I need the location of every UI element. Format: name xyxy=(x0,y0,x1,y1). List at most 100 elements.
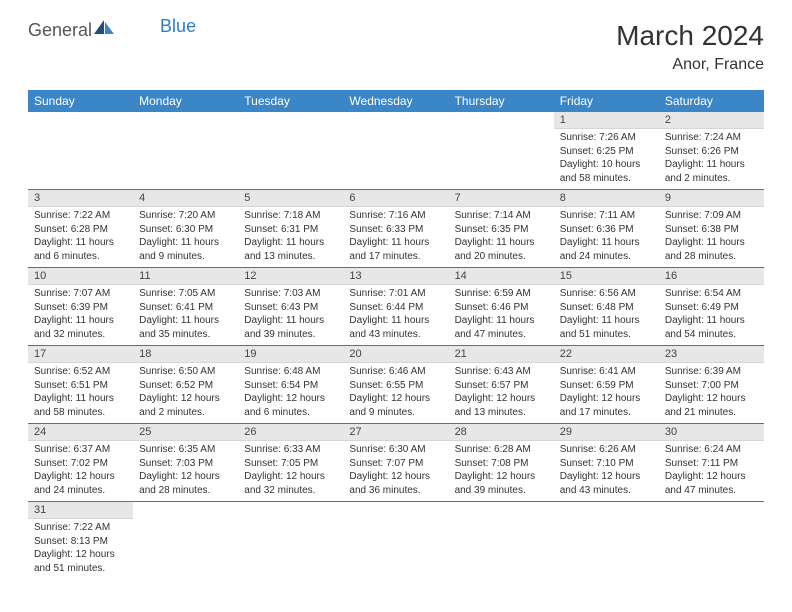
sunset-text: Sunset: 6:36 PM xyxy=(560,223,653,237)
logo-text-blue: Blue xyxy=(160,16,196,37)
sunrise-text: Sunrise: 7:22 AM xyxy=(34,521,127,535)
calendar-cell xyxy=(238,502,343,580)
calendar-cell: 2Sunrise: 7:24 AMSunset: 6:26 PMDaylight… xyxy=(659,112,764,190)
calendar-cell xyxy=(133,112,238,190)
sunrise-text: Sunrise: 7:22 AM xyxy=(34,209,127,223)
day-content: Sunrise: 7:05 AMSunset: 6:41 PMDaylight:… xyxy=(133,285,238,345)
calendar-cell: 20Sunrise: 6:46 AMSunset: 6:55 PMDayligh… xyxy=(343,346,448,424)
weekday-header-row: Sunday Monday Tuesday Wednesday Thursday… xyxy=(28,90,764,112)
daylight-text: Daylight: 11 hours and 32 minutes. xyxy=(34,314,127,341)
calendar-cell: 11Sunrise: 7:05 AMSunset: 6:41 PMDayligh… xyxy=(133,268,238,346)
title-block: March 2024 Anor, France xyxy=(616,20,764,74)
calendar-cell: 4Sunrise: 7:20 AMSunset: 6:30 PMDaylight… xyxy=(133,190,238,268)
daylight-text: Daylight: 12 hours and 24 minutes. xyxy=(34,470,127,497)
daylight-text: Daylight: 11 hours and 47 minutes. xyxy=(455,314,548,341)
day-number: 1 xyxy=(554,112,659,129)
calendar-cell: 17Sunrise: 6:52 AMSunset: 6:51 PMDayligh… xyxy=(28,346,133,424)
sunrise-text: Sunrise: 7:26 AM xyxy=(560,131,653,145)
day-content: Sunrise: 7:14 AMSunset: 6:35 PMDaylight:… xyxy=(449,207,554,267)
calendar-cell: 30Sunrise: 6:24 AMSunset: 7:11 PMDayligh… xyxy=(659,424,764,502)
weekday-friday: Friday xyxy=(554,90,659,112)
day-content: Sunrise: 7:11 AMSunset: 6:36 PMDaylight:… xyxy=(554,207,659,267)
calendar-body: 1Sunrise: 7:26 AMSunset: 6:25 PMDaylight… xyxy=(28,112,764,579)
day-number: 8 xyxy=(554,190,659,207)
day-number: 28 xyxy=(449,424,554,441)
day-number: 6 xyxy=(343,190,448,207)
day-number: 5 xyxy=(238,190,343,207)
day-number: 10 xyxy=(28,268,133,285)
day-content: Sunrise: 6:56 AMSunset: 6:48 PMDaylight:… xyxy=(554,285,659,345)
sunrise-text: Sunrise: 6:41 AM xyxy=(560,365,653,379)
sunset-text: Sunset: 7:10 PM xyxy=(560,457,653,471)
daylight-text: Daylight: 12 hours and 6 minutes. xyxy=(244,392,337,419)
day-content: Sunrise: 7:07 AMSunset: 6:39 PMDaylight:… xyxy=(28,285,133,345)
calendar-cell xyxy=(659,502,764,580)
daylight-text: Daylight: 12 hours and 43 minutes. xyxy=(560,470,653,497)
weekday-monday: Monday xyxy=(133,90,238,112)
calendar-cell: 27Sunrise: 6:30 AMSunset: 7:07 PMDayligh… xyxy=(343,424,448,502)
sunset-text: Sunset: 6:46 PM xyxy=(455,301,548,315)
day-content: Sunrise: 6:52 AMSunset: 6:51 PMDaylight:… xyxy=(28,363,133,423)
daylight-text: Daylight: 11 hours and 2 minutes. xyxy=(665,158,758,185)
daylight-text: Daylight: 11 hours and 28 minutes. xyxy=(665,236,758,263)
logo: General Blue xyxy=(28,20,196,41)
sunrise-text: Sunrise: 6:43 AM xyxy=(455,365,548,379)
day-content: Sunrise: 6:35 AMSunset: 7:03 PMDaylight:… xyxy=(133,441,238,501)
calendar-cell xyxy=(449,502,554,580)
calendar-cell: 18Sunrise: 6:50 AMSunset: 6:52 PMDayligh… xyxy=(133,346,238,424)
day-content: Sunrise: 6:37 AMSunset: 7:02 PMDaylight:… xyxy=(28,441,133,501)
day-number: 19 xyxy=(238,346,343,363)
daylight-text: Daylight: 11 hours and 43 minutes. xyxy=(349,314,442,341)
sunrise-text: Sunrise: 6:26 AM xyxy=(560,443,653,457)
calendar-table: Sunday Monday Tuesday Wednesday Thursday… xyxy=(28,90,764,579)
sunrise-text: Sunrise: 6:59 AM xyxy=(455,287,548,301)
daylight-text: Daylight: 12 hours and 21 minutes. xyxy=(665,392,758,419)
calendar-cell: 15Sunrise: 6:56 AMSunset: 6:48 PMDayligh… xyxy=(554,268,659,346)
sunset-text: Sunset: 6:49 PM xyxy=(665,301,758,315)
sunset-text: Sunset: 6:48 PM xyxy=(560,301,653,315)
day-content: Sunrise: 6:28 AMSunset: 7:08 PMDaylight:… xyxy=(449,441,554,501)
header: General Blue March 2024 Anor, France xyxy=(28,20,764,74)
sunset-text: Sunset: 7:02 PM xyxy=(34,457,127,471)
sunset-text: Sunset: 6:44 PM xyxy=(349,301,442,315)
day-content: Sunrise: 6:46 AMSunset: 6:55 PMDaylight:… xyxy=(343,363,448,423)
calendar-row: 24Sunrise: 6:37 AMSunset: 7:02 PMDayligh… xyxy=(28,424,764,502)
daylight-text: Daylight: 12 hours and 39 minutes. xyxy=(455,470,548,497)
sunset-text: Sunset: 6:31 PM xyxy=(244,223,337,237)
day-number: 23 xyxy=(659,346,764,363)
calendar-cell xyxy=(554,502,659,580)
sunrise-text: Sunrise: 6:30 AM xyxy=(349,443,442,457)
day-number: 25 xyxy=(133,424,238,441)
sunrise-text: Sunrise: 6:33 AM xyxy=(244,443,337,457)
day-number: 17 xyxy=(28,346,133,363)
location-label: Anor, France xyxy=(616,56,764,74)
day-number: 16 xyxy=(659,268,764,285)
daylight-text: Daylight: 11 hours and 54 minutes. xyxy=(665,314,758,341)
daylight-text: Daylight: 12 hours and 9 minutes. xyxy=(349,392,442,419)
calendar-cell: 3Sunrise: 7:22 AMSunset: 6:28 PMDaylight… xyxy=(28,190,133,268)
calendar-row: 1Sunrise: 7:26 AMSunset: 6:25 PMDaylight… xyxy=(28,112,764,190)
daylight-text: Daylight: 12 hours and 13 minutes. xyxy=(455,392,548,419)
sunset-text: Sunset: 6:30 PM xyxy=(139,223,232,237)
sunrise-text: Sunrise: 7:20 AM xyxy=(139,209,232,223)
calendar-cell: 7Sunrise: 7:14 AMSunset: 6:35 PMDaylight… xyxy=(449,190,554,268)
sunset-text: Sunset: 6:55 PM xyxy=(349,379,442,393)
calendar-row: 31Sunrise: 7:22 AMSunset: 8:13 PMDayligh… xyxy=(28,502,764,580)
calendar-cell: 6Sunrise: 7:16 AMSunset: 6:33 PMDaylight… xyxy=(343,190,448,268)
calendar-cell: 21Sunrise: 6:43 AMSunset: 6:57 PMDayligh… xyxy=(449,346,554,424)
day-number: 24 xyxy=(28,424,133,441)
calendar-cell: 13Sunrise: 7:01 AMSunset: 6:44 PMDayligh… xyxy=(343,268,448,346)
day-number: 3 xyxy=(28,190,133,207)
calendar-cell: 25Sunrise: 6:35 AMSunset: 7:03 PMDayligh… xyxy=(133,424,238,502)
daylight-text: Daylight: 12 hours and 32 minutes. xyxy=(244,470,337,497)
day-content: Sunrise: 6:24 AMSunset: 7:11 PMDaylight:… xyxy=(659,441,764,501)
calendar-cell: 22Sunrise: 6:41 AMSunset: 6:59 PMDayligh… xyxy=(554,346,659,424)
sunset-text: Sunset: 7:05 PM xyxy=(244,457,337,471)
sunset-text: Sunset: 6:26 PM xyxy=(665,145,758,159)
calendar-row: 17Sunrise: 6:52 AMSunset: 6:51 PMDayligh… xyxy=(28,346,764,424)
calendar-cell: 10Sunrise: 7:07 AMSunset: 6:39 PMDayligh… xyxy=(28,268,133,346)
daylight-text: Daylight: 10 hours and 58 minutes. xyxy=(560,158,653,185)
day-number: 27 xyxy=(343,424,448,441)
logo-text-general: General xyxy=(28,20,92,41)
calendar-cell: 19Sunrise: 6:48 AMSunset: 6:54 PMDayligh… xyxy=(238,346,343,424)
